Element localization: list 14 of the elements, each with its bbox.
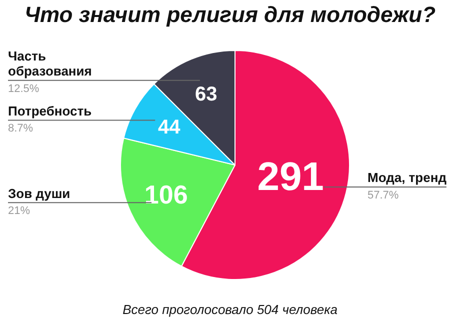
- slice-label: Зов души: [8, 186, 70, 201]
- text: 21%: [8, 205, 30, 218]
- text: 57.7%: [368, 190, 399, 202]
- slice-label: Потребность: [8, 103, 92, 118]
- text: 8.7%: [8, 122, 34, 135]
- slice-label: Часть образования: [8, 48, 92, 78]
- data-label: 106: [144, 179, 188, 210]
- chart-title: Что значит религия для молодежи?: [23, 1, 437, 29]
- data-label: 44: [158, 116, 182, 139]
- text: Всего проголосовало 504 человека: [122, 301, 338, 319]
- slice-label: Мода, тренд: [368, 170, 448, 186]
- data-label: 291: [257, 154, 324, 199]
- data-label: 63: [194, 84, 218, 106]
- text: 12.5%: [8, 82, 40, 95]
